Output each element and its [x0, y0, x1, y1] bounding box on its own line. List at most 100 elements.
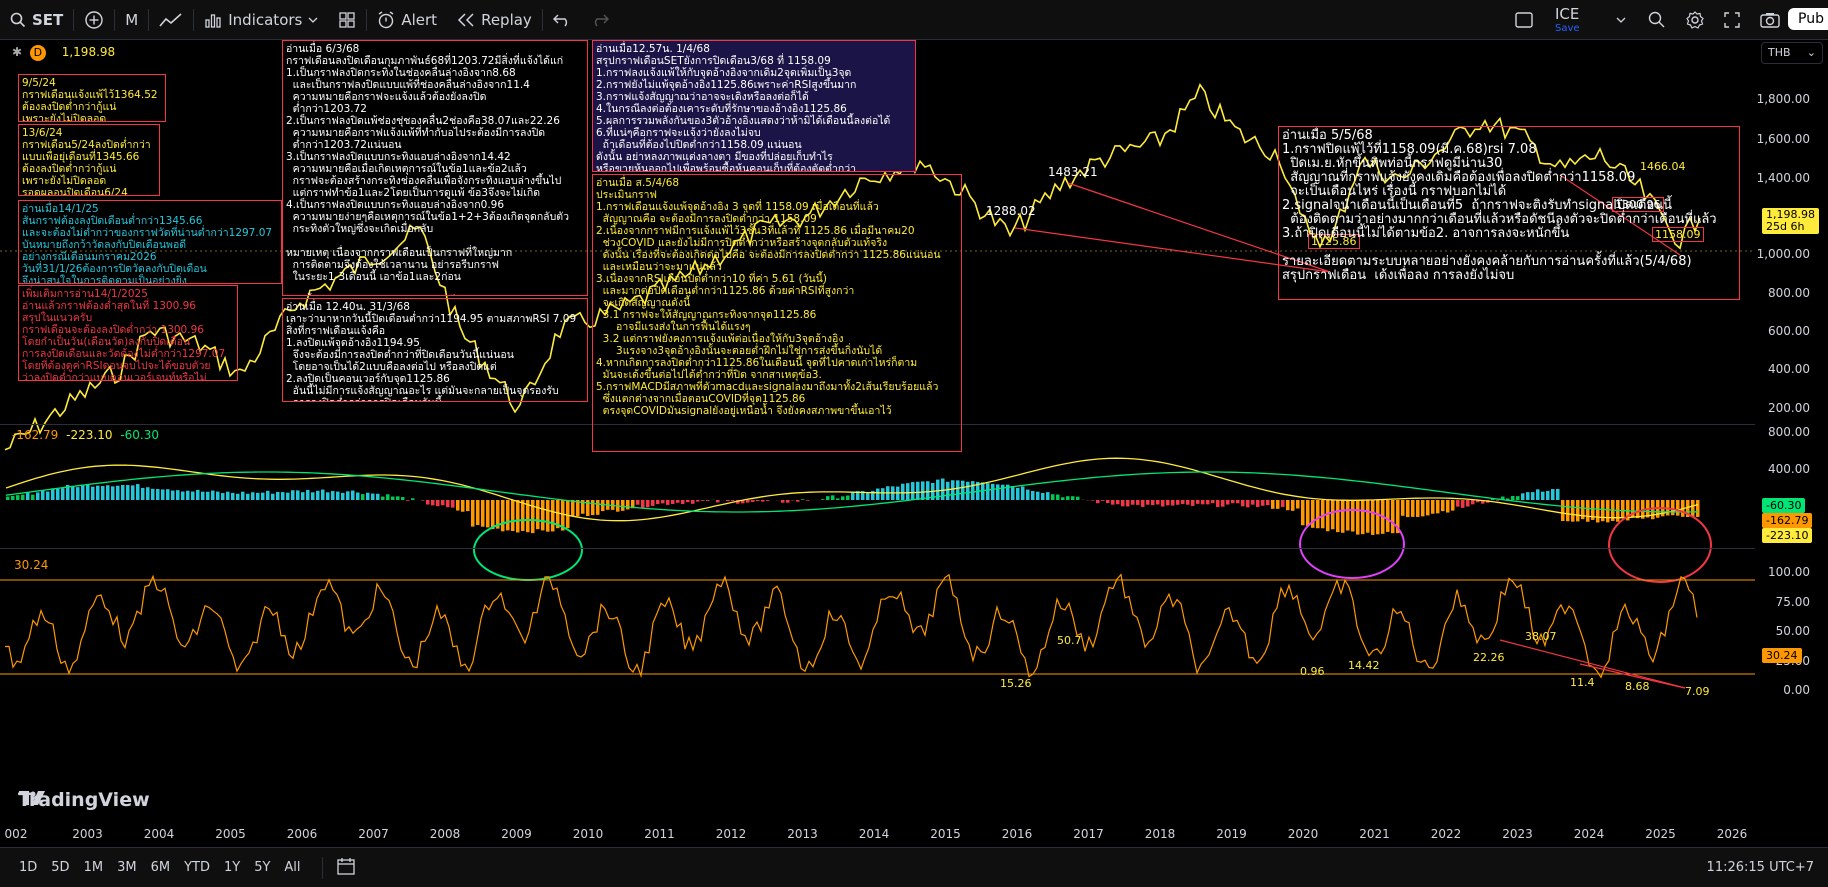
range-button-1y[interactable]: 1Y — [223, 860, 241, 875]
macd-histogram-bar — [346, 491, 350, 500]
macd-histogram-bar — [321, 489, 325, 500]
macd-histogram-bar — [1571, 500, 1575, 522]
bottom-toolbar: 1D 5D 1M 3M 6M YTD 1Y 5Y All 11:26:15 UT… — [0, 847, 1828, 887]
macd-histogram-bar — [1371, 500, 1375, 535]
macd-histogram-bar — [1201, 500, 1205, 505]
settings-button[interactable] — [1676, 0, 1714, 40]
interval-button[interactable]: M — [115, 0, 148, 40]
macd-histogram-bar — [856, 491, 860, 500]
range-button-all[interactable]: All — [284, 860, 301, 875]
compare-button[interactable] — [74, 0, 114, 40]
range-button-ytd[interactable]: YTD — [184, 860, 210, 875]
macd-histogram-bar — [1111, 500, 1115, 505]
pane-separator[interactable] — [0, 548, 1755, 549]
indicators-button[interactable]: Indicators — [194, 0, 328, 40]
macd-histogram-bar — [1541, 491, 1545, 500]
macd-histogram-bar — [806, 500, 810, 501]
annotation-note[interactable]: อ่านเมื่อ 5/5/68 1.กราฟปิดแพ้ไว้ที่1158.… — [1278, 126, 1740, 300]
macd-histogram-bar — [656, 500, 660, 505]
rsi-label: 38.07 — [1525, 630, 1557, 643]
macd-legend[interactable]: -162.79 -223.10 -60.30 — [12, 428, 159, 442]
macd-histogram-bar — [186, 490, 190, 500]
date-range-button[interactable] — [336, 857, 355, 879]
macd-histogram-bar — [1071, 496, 1075, 500]
macd-histogram-bar — [306, 489, 310, 500]
macd-histogram-bar — [1566, 500, 1570, 522]
range-button-5d[interactable]: 5D — [51, 860, 70, 875]
rsi-legend[interactable]: 30.24 — [14, 558, 48, 572]
trend-line — [1014, 227, 1331, 273]
fullscreen-toggle-button[interactable] — [1505, 0, 1543, 40]
annotation-note[interactable]: อ่านเมื่อ ส.5/4/68 ประเมินกราฟ 1.กราฟเดื… — [592, 174, 962, 452]
price-legend[interactable]: ✱ D 1,198.98 — [12, 45, 115, 61]
chart-type-button[interactable] — [149, 0, 193, 40]
expand-icon — [1723, 12, 1740, 28]
alert-button[interactable]: Alert — [367, 0, 447, 40]
macd-histogram-bar — [1501, 496, 1505, 500]
macd-histogram-bar — [141, 487, 145, 500]
theme-name: ICE — [1555, 4, 1580, 23]
macd-histogram-bar — [1696, 500, 1700, 517]
annotation-note[interactable]: 13/6/24 กราฟเดือน5/24ลงปิดต่ำกว่า แบบเพื… — [18, 124, 160, 196]
macd-histogram-bar — [741, 500, 745, 504]
macd-histogram-bar — [1326, 500, 1330, 532]
chevron-down-icon — [1616, 16, 1626, 24]
macd-histogram-bar — [501, 500, 505, 532]
annotation-note[interactable]: เพิ่มเติมการอ่าน14/1/2025 อ่านแล้วกราฟต้… — [18, 285, 238, 381]
macd-histogram-bar — [1606, 500, 1610, 523]
macd-histogram-bar — [846, 495, 850, 500]
macd-histogram-bar — [841, 496, 845, 500]
macd-histogram-bar — [1631, 500, 1635, 518]
macd-histogram-bar — [701, 500, 705, 501]
fullscreen-button[interactable] — [1714, 0, 1750, 40]
macd-histogram-bar — [1556, 488, 1560, 500]
macd-histogram-bar — [1461, 500, 1465, 508]
annotation-note[interactable]: อ่านเมื่อ 12.40น. 31/3/68 เลาะว่ามาหากวั… — [282, 298, 588, 402]
macd-histogram-bar — [571, 500, 575, 516]
calendar-icon — [336, 857, 355, 875]
range-button-5y[interactable]: 5Y — [254, 860, 271, 875]
quick-search-button[interactable] — [1638, 0, 1676, 40]
pane-separator[interactable] — [0, 424, 1755, 425]
annotation-note[interactable]: อ่านเมื่อ14/1/25 สันกราฟต้องลงปิดเดือนต่… — [18, 200, 282, 284]
time-tick: 2007 — [358, 827, 389, 841]
currency-selector[interactable]: THB ⌄ — [1761, 42, 1823, 64]
right-toolbar-group: ICE Save — [1505, 0, 1790, 40]
macd-histogram-bar — [1346, 500, 1350, 531]
macd-histogram-bar — [1521, 493, 1525, 500]
symbol-search-button[interactable]: SET — [0, 0, 73, 40]
macd-histogram-bar — [311, 492, 315, 500]
annotation-note[interactable]: อ่านเมื่อ12.57น. 1/4/68 สรุปกราฟเดือนSET… — [592, 40, 916, 172]
annotation-note[interactable]: 9/5/24 กราฟเดือนแจ้งแพ้ไว้1364.52 ต้องลง… — [18, 74, 166, 122]
macd-histogram-bar — [151, 488, 155, 500]
macd-histogram-bar — [481, 500, 485, 527]
macd-histogram-bar — [1026, 489, 1030, 500]
macd-histogram-bar — [1531, 492, 1535, 500]
chart-canvas[interactable] — [0, 40, 1828, 840]
macd-histogram-bar — [646, 500, 650, 508]
range-button-1m[interactable]: 1M — [83, 860, 104, 875]
macd-histogram-bar — [1141, 500, 1145, 507]
plus-circle-icon — [84, 10, 104, 30]
range-button-1d[interactable]: 1D — [19, 860, 38, 875]
macd-histogram-bar — [546, 500, 550, 532]
replay-button[interactable]: Replay — [447, 0, 542, 40]
range-button-6m[interactable]: 6M — [150, 860, 171, 875]
layouts-button[interactable] — [328, 0, 366, 40]
annotation-note[interactable]: อ่านเมื่อ 6/3/68 กราฟเดือนลงปิดเดือนกุมภ… — [282, 40, 588, 296]
screenshot-button[interactable] — [1750, 0, 1790, 40]
macd-histogram-bar — [221, 493, 225, 500]
publish-button[interactable]: Pub — [1788, 8, 1828, 30]
clock[interactable]: 11:26:15 UTC+7 — [1706, 860, 1814, 875]
chart-area[interactable]: ✱ D 1,198.98 -162.79 -223.10 -60.30 30.2… — [0, 40, 1828, 841]
time-tick: 2006 — [286, 827, 318, 841]
camera-icon — [1759, 12, 1780, 28]
theme-save-button[interactable]: ICE Save — [1543, 0, 1638, 40]
redo-button[interactable] — [581, 0, 619, 40]
macd-histogram-bar — [466, 500, 470, 512]
macd-histogram-bar — [1226, 500, 1230, 505]
macd-histogram-bar — [1251, 500, 1255, 505]
range-button-3m[interactable]: 3M — [117, 860, 137, 875]
macd-histogram-bar — [1126, 500, 1130, 507]
undo-button[interactable] — [543, 0, 581, 40]
